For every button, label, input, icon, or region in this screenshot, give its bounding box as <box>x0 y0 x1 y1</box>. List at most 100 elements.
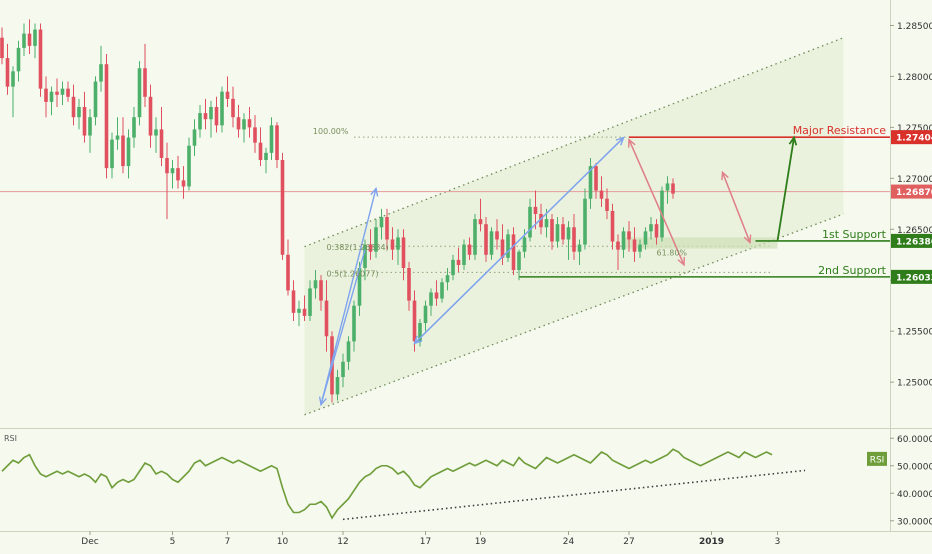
candle-body <box>445 275 450 283</box>
candle-body <box>0 37 4 59</box>
candle <box>203 98 208 130</box>
candle-body <box>203 113 208 120</box>
candle <box>605 188 609 220</box>
candle-body <box>451 259 455 276</box>
candle <box>99 45 103 92</box>
candle <box>489 227 494 260</box>
candle <box>143 43 147 107</box>
candle-body <box>346 341 351 362</box>
candle <box>16 40 21 82</box>
candle-body <box>390 239 395 250</box>
time-tick-label: 3 <box>775 537 781 547</box>
candle-body <box>511 234 516 271</box>
candle-body <box>313 280 318 289</box>
candle-body <box>654 224 659 238</box>
candle-body <box>242 119 246 130</box>
candle-body <box>577 244 582 252</box>
candle-body <box>412 300 417 342</box>
candle <box>231 86 235 128</box>
candle <box>478 198 483 232</box>
projection-arrow <box>776 135 798 242</box>
candle <box>159 107 164 167</box>
candle <box>181 166 186 199</box>
candle <box>165 142 169 220</box>
price-tag-label: 1.26033 <box>896 273 932 283</box>
candle <box>110 132 114 179</box>
candle <box>462 239 466 271</box>
candle <box>132 107 136 148</box>
candle-body <box>550 219 554 242</box>
candle <box>93 76 98 126</box>
fib-label: 61.80% <box>657 249 688 258</box>
price-tag-label: 1.27404 <box>896 134 932 144</box>
candle <box>38 23 43 97</box>
time-tick-label: 17 <box>420 537 431 547</box>
level-label: Major Resistance <box>793 124 887 137</box>
candle <box>264 147 268 174</box>
price-tag: 1.27404 <box>891 130 932 145</box>
candle-body <box>588 166 593 199</box>
candle <box>467 237 472 260</box>
red-arrow-down <box>628 139 685 267</box>
candle-body <box>363 244 367 269</box>
time-tick-label: 24 <box>563 537 575 547</box>
candle-body <box>440 282 444 299</box>
candle-body <box>198 113 202 130</box>
price-tick-label: 1.27500 <box>897 124 932 134</box>
candle <box>258 127 263 167</box>
candle <box>495 219 499 250</box>
candle-body <box>528 206 532 238</box>
candle <box>396 229 400 265</box>
candle <box>456 247 461 273</box>
candle <box>517 249 521 281</box>
candle <box>643 227 648 250</box>
candle <box>170 159 175 189</box>
candle-body <box>478 219 483 225</box>
projection-arrow-shaft <box>776 137 795 242</box>
candle-body <box>302 308 307 316</box>
blue-arrow-up <box>320 186 379 405</box>
rsi-tick-label: 30.0000 <box>897 517 932 527</box>
candle <box>346 336 351 370</box>
candle <box>500 224 505 265</box>
price-tick-label: 1.28000 <box>897 73 932 83</box>
candle <box>0 27 4 65</box>
candle-body <box>181 180 186 187</box>
annotations-layer: 100.00% 0.382(1.26334) 0.5(1.26077) 61.80% M… <box>313 124 887 407</box>
candle-body <box>121 135 125 167</box>
candle <box>654 219 659 245</box>
rsi-tick-label: 40.0000 <box>897 490 932 500</box>
candle <box>11 66 15 118</box>
candle <box>176 155 180 189</box>
candle-body <box>209 107 213 120</box>
candle <box>599 176 604 207</box>
blue-arrow-long-up <box>414 136 625 344</box>
candle-body <box>500 239 505 258</box>
time-tick-label: 12 <box>337 537 348 547</box>
candle-body <box>566 227 571 240</box>
candle <box>429 288 433 316</box>
candle <box>280 152 285 260</box>
candle-body <box>429 292 433 306</box>
candle <box>253 115 257 153</box>
fib-label: 100.00% <box>313 127 349 136</box>
candle-body <box>264 152 268 160</box>
candle-body <box>434 292 439 299</box>
red-arrow-small-down <box>721 171 752 245</box>
candle <box>291 280 296 321</box>
candle-body <box>539 214 543 228</box>
price-tag: 1.26386 <box>891 233 932 248</box>
time-tick-label: 10 <box>277 537 289 547</box>
candle <box>407 261 411 311</box>
candle <box>401 229 406 281</box>
candle <box>247 107 252 138</box>
candle <box>390 227 395 260</box>
candle-body <box>187 145 191 187</box>
candle <box>341 353 345 388</box>
time-tick-label: 2019 <box>699 537 724 547</box>
candle <box>445 268 450 291</box>
candle <box>44 76 48 118</box>
candle-body <box>649 224 653 232</box>
candle-body <box>159 129 164 158</box>
level-label: 1st Support <box>822 228 887 241</box>
